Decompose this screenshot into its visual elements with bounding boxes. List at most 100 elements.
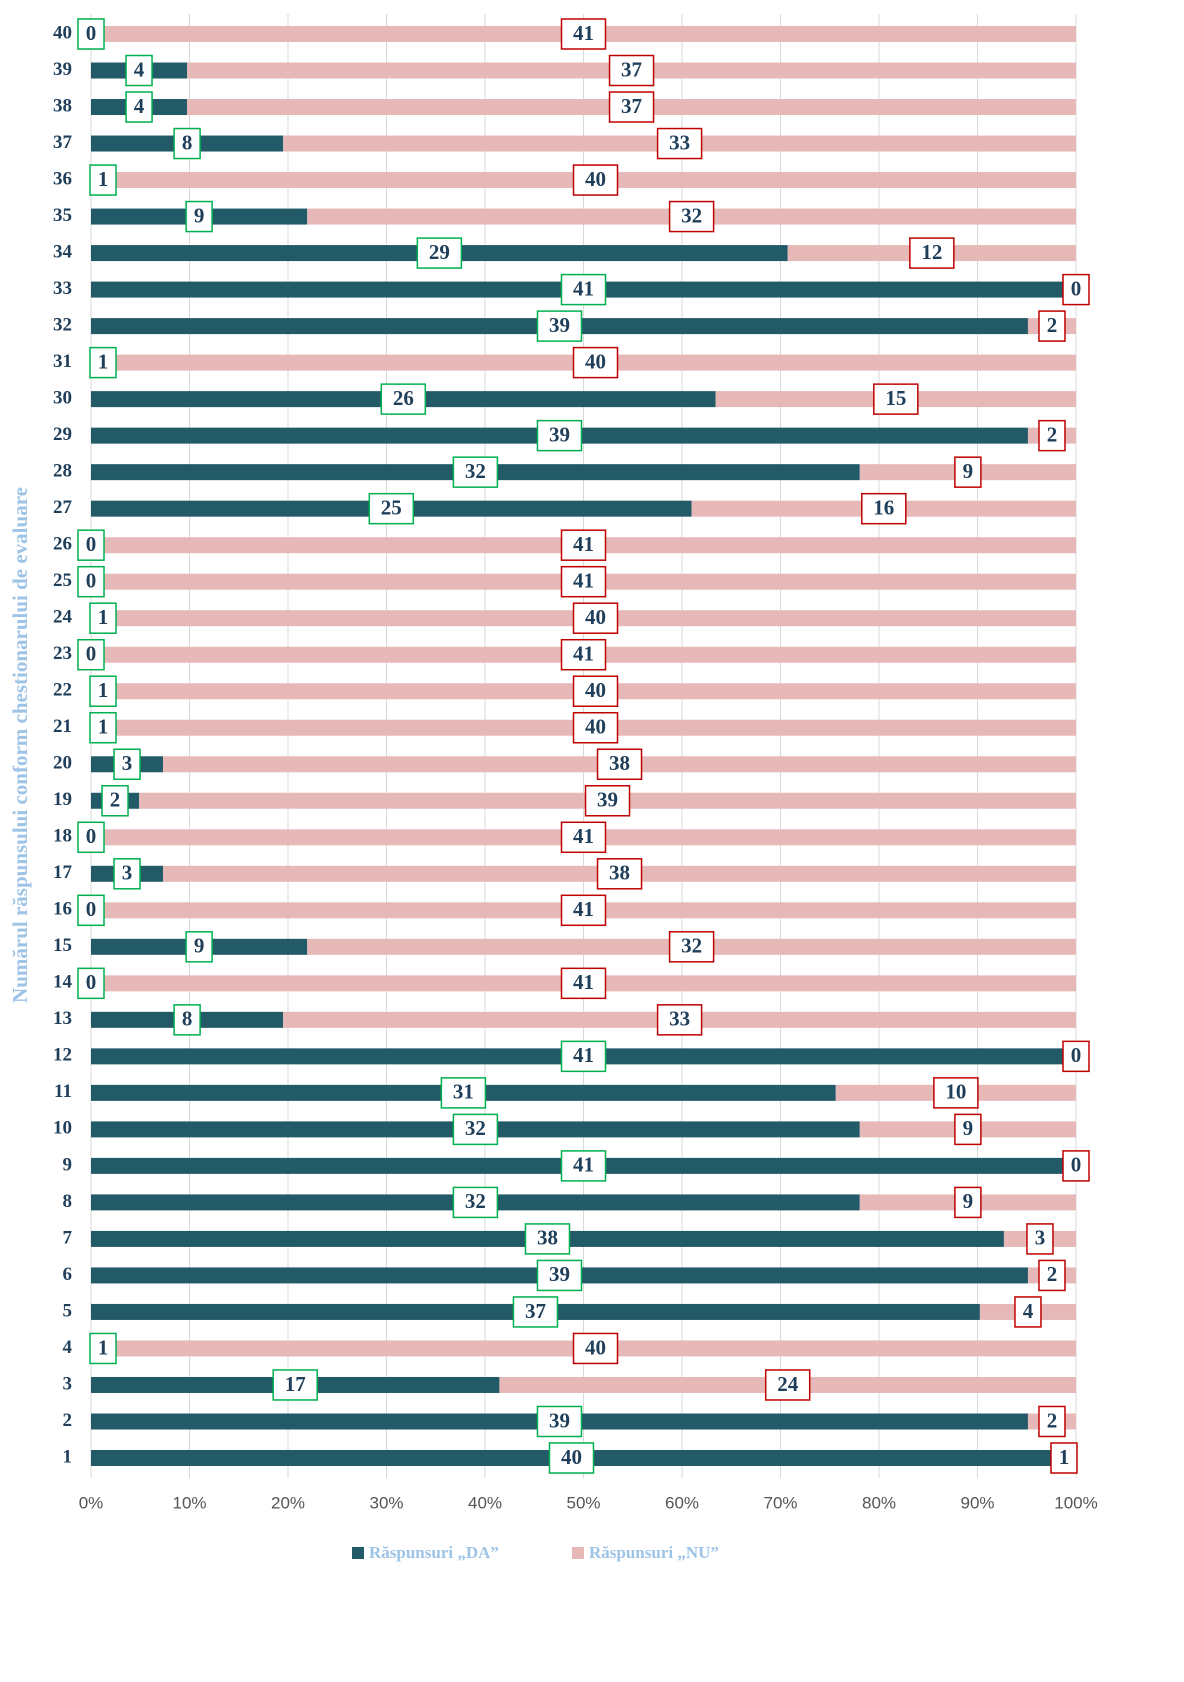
data-label-box xyxy=(173,1004,201,1036)
data-label: 39 xyxy=(549,1262,570,1286)
data-label-box xyxy=(548,1442,595,1474)
data-label-box xyxy=(272,1369,318,1401)
data-label-box xyxy=(101,785,129,817)
y-tick-label: 2 xyxy=(63,1410,73,1431)
data-label-box xyxy=(185,931,213,963)
data-label: 41 xyxy=(573,897,594,921)
y-tick-label: 7 xyxy=(63,1227,73,1248)
data-label-box xyxy=(1038,1405,1066,1438)
data-label-box xyxy=(668,200,715,233)
data-label-box xyxy=(572,675,619,707)
y-tick-label: 37 xyxy=(53,132,73,153)
data-label: 2 xyxy=(1047,313,1058,337)
y-tick-label: 3 xyxy=(63,1373,73,1394)
y-tick-label: 28 xyxy=(53,461,72,482)
data-label: 9 xyxy=(963,1189,974,1213)
y-tick-label: 15 xyxy=(53,935,72,956)
data-label: 0 xyxy=(86,897,97,921)
data-label: 8 xyxy=(182,1007,193,1031)
data-label-box xyxy=(560,529,607,561)
data-label-box xyxy=(1038,419,1066,452)
data-label-box xyxy=(572,602,619,634)
y-tick-label: 25 xyxy=(53,570,72,591)
data-label: 39 xyxy=(549,313,570,337)
data-label-box xyxy=(560,1040,607,1073)
data-label: 41 xyxy=(573,970,594,994)
data-label-box xyxy=(1014,1296,1042,1328)
data-label-box xyxy=(596,748,643,781)
data-label: 40 xyxy=(585,605,606,629)
data-label: 38 xyxy=(609,751,630,775)
y-tick-label: 10 xyxy=(53,1118,72,1139)
x-tick-label: 100% xyxy=(1054,1493,1097,1512)
data-label: 38 xyxy=(537,1226,558,1250)
data-label: 0 xyxy=(86,21,97,45)
y-tick-label: 23 xyxy=(53,643,72,664)
data-label: 0 xyxy=(1071,276,1082,300)
data-label-box xyxy=(440,1077,487,1109)
data-label: 12 xyxy=(921,240,942,264)
data-label-box xyxy=(560,638,607,671)
y-tick-label: 9 xyxy=(63,1154,73,1175)
data-label: 1 xyxy=(98,1335,109,1359)
y-tick-label: 38 xyxy=(53,95,72,116)
data-label: 0 xyxy=(86,824,97,848)
data-label-box xyxy=(656,1004,703,1036)
data-label: 37 xyxy=(621,94,642,118)
data-label: 40 xyxy=(585,715,606,739)
data-label-box xyxy=(113,858,141,890)
data-label-box xyxy=(584,785,631,817)
data-label-box xyxy=(954,1113,982,1146)
data-label: 40 xyxy=(561,1445,582,1469)
data-label-box xyxy=(452,1186,499,1219)
data-label-box xyxy=(560,1150,607,1182)
data-label: 15 xyxy=(885,386,906,410)
data-label-box xyxy=(1062,1040,1090,1073)
data-label-box xyxy=(524,1223,571,1255)
y-tick-label: 20 xyxy=(53,753,72,774)
data-label: 1 xyxy=(98,349,109,373)
data-label: 2 xyxy=(1047,422,1058,446)
data-label-box xyxy=(608,54,655,87)
data-label-box xyxy=(1062,1150,1090,1182)
data-label: 38 xyxy=(609,861,630,885)
data-label: 39 xyxy=(549,422,570,446)
data-label: 39 xyxy=(549,1408,570,1432)
data-label-box xyxy=(1062,273,1090,306)
data-label: 41 xyxy=(573,276,594,300)
data-label-box xyxy=(77,529,105,561)
data-label: 17 xyxy=(285,1372,306,1396)
y-tick-label: 19 xyxy=(53,789,72,810)
data-label: 40 xyxy=(585,678,606,702)
y-axis-title: Numărul răspunsului conform chestionarul… xyxy=(8,487,32,1003)
data-label-box xyxy=(77,821,105,854)
data-label: 4 xyxy=(1023,1299,1034,1323)
data-label-box xyxy=(764,1369,811,1401)
data-label-box xyxy=(1038,1259,1066,1292)
y-tick-label: 31 xyxy=(53,351,72,372)
data-label: 24 xyxy=(777,1372,799,1396)
data-label-box xyxy=(560,967,607,1000)
y-tick-label: 6 xyxy=(63,1264,73,1285)
data-label: 31 xyxy=(453,1080,474,1104)
x-tick-label: 50% xyxy=(566,1493,600,1512)
y-tick-label: 4 xyxy=(63,1337,73,1358)
data-label-box xyxy=(125,54,153,87)
data-label: 32 xyxy=(681,934,702,958)
data-label: 41 xyxy=(573,532,594,556)
x-tick-label: 0% xyxy=(79,1493,104,1512)
x-tick-label: 60% xyxy=(665,1493,699,1512)
data-label-box xyxy=(89,711,117,744)
data-label-box xyxy=(572,1332,619,1365)
data-label: 0 xyxy=(86,569,97,593)
data-label: 40 xyxy=(585,1335,606,1359)
legend-swatch xyxy=(352,1547,364,1559)
data-label: 0 xyxy=(1071,1043,1082,1067)
y-tick-label: 26 xyxy=(53,534,72,555)
data-label: 32 xyxy=(465,1189,486,1213)
y-tick-label: 39 xyxy=(53,59,72,80)
data-label: 1 xyxy=(1059,1445,1070,1469)
data-label-box xyxy=(89,675,117,707)
data-label: 8 xyxy=(182,130,193,154)
data-label: 0 xyxy=(1071,1153,1082,1177)
